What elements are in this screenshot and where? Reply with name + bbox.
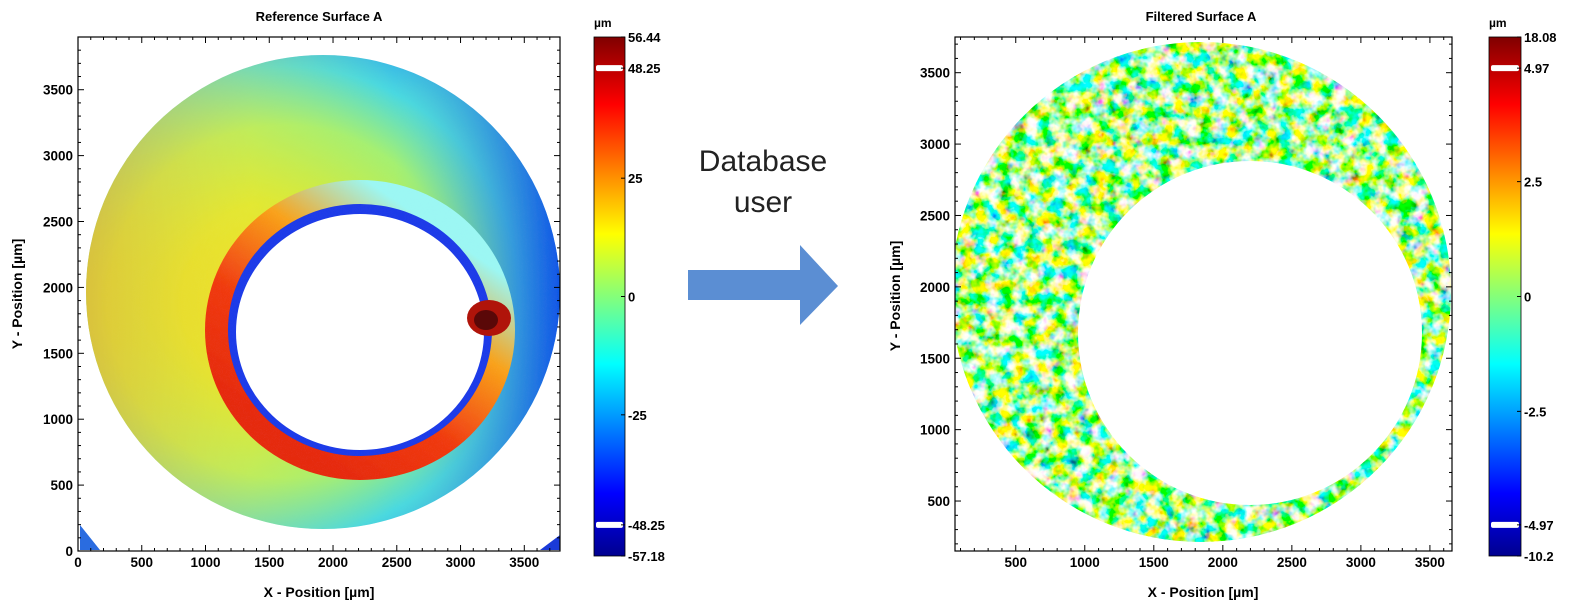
colorbar-tick-label: 48.25 [628, 61, 661, 76]
colorbar: µm 56.44 48.25 25 0 -25 -48.25 -57.18 [593, 16, 665, 564]
arrow-label-line1: Database [699, 145, 827, 178]
colorbar-tick-label: 0 [1524, 290, 1531, 305]
x-tick-label: 0 [74, 555, 82, 570]
plot-frame [954, 36, 1453, 552]
plot-frame [77, 36, 561, 552]
colorbar-tick-label: -25 [628, 408, 647, 423]
transform-arrow: Database user [688, 145, 838, 325]
x-tick-label: 2000 [318, 555, 348, 570]
heatmap-image [78, 37, 560, 551]
y-tick-label: 2500 [920, 208, 950, 223]
colorbar: µm 18.08 4.97 2.5 0 -2.5 -4.97 -10.2 [1488, 16, 1557, 564]
colorbar-gradient [593, 36, 626, 557]
x-tick-label: 500 [130, 555, 153, 570]
y-tick-label: 1500 [920, 351, 950, 366]
y-tick-label: 2500 [43, 215, 73, 230]
chart-title: Filtered Surface A [1146, 9, 1257, 24]
chart-title: Reference Surface A [256, 9, 383, 24]
y-axis-label: Y - Position [µm] [887, 241, 903, 351]
colorbar-tick-label: 25 [628, 171, 642, 186]
axis-ticks: 0 500 1000 1500 2000 2500 3000 3500 0 500 1000 1500… [43, 36, 560, 570]
y-axis-label: Y - Position [µm] [9, 239, 25, 349]
y-tick-label: 2000 [43, 280, 73, 295]
y-tick-label: 3000 [43, 149, 73, 164]
x-tick-label: 1500 [254, 555, 284, 570]
colorbar-clip-mark [1491, 65, 1519, 72]
x-tick-label: 2500 [1277, 555, 1307, 570]
heatmap-image [955, 37, 1452, 551]
colorbar-tick-label: -2.5 [1524, 404, 1546, 419]
colorbar-clip-mark [1491, 521, 1519, 528]
colorbar-tick-label: -57.18 [628, 549, 665, 564]
x-tick-label: 1000 [1070, 555, 1100, 570]
colorbar-gradient [1488, 36, 1522, 557]
axis-ticks: 500 1000 1500 2000 2500 3000 3500 500 1000 1500 20… [920, 37, 1452, 570]
x-axis-label: X - Position [µm] [264, 584, 375, 600]
colorbar-clip-mark [596, 65, 623, 72]
colorbar-tick-label: -4.97 [1524, 518, 1554, 533]
y-tick-label: 1000 [43, 412, 73, 427]
colorbar-unit: µm [594, 16, 612, 30]
colorbar-tick-label: -10.2 [1524, 549, 1554, 564]
colorbar-tick-label: 0 [628, 290, 635, 305]
y-tick-label: 3500 [43, 83, 73, 98]
colorbar-clip-mark [596, 521, 623, 528]
x-tick-label: 1000 [190, 555, 220, 570]
y-tick-label: 3000 [920, 137, 950, 152]
y-tick-label: 1000 [920, 423, 950, 438]
colorbar-tick-label: -48.25 [628, 518, 665, 533]
y-tick-label: 3500 [920, 66, 950, 81]
colorbar-tick-label: 2.5 [1524, 175, 1542, 190]
filtered-surface-panel: Filtered Surface A 500 1000 1500 2000 2500 30… [887, 9, 1557, 600]
x-tick-label: 500 [1004, 555, 1027, 570]
y-tick-label: 2000 [920, 280, 950, 295]
y-tick-label: 500 [50, 478, 73, 493]
arrow-label-line2: user [734, 186, 792, 219]
colorbar-unit: µm [1489, 16, 1507, 30]
x-tick-label: 2000 [1208, 555, 1238, 570]
x-axis-label: X - Position [µm] [1148, 584, 1259, 600]
arrow-right-icon [688, 245, 838, 325]
x-tick-label: 3000 [1346, 555, 1376, 570]
colorbar-tick-label: 4.97 [1524, 61, 1549, 76]
y-tick-label: 500 [927, 494, 950, 509]
x-tick-label: 2500 [382, 555, 412, 570]
x-tick-label: 3000 [446, 555, 476, 570]
colorbar-tick-label: 18.08 [1524, 30, 1557, 45]
x-tick-label: 3500 [1415, 555, 1445, 570]
reference-surface-panel: Reference Surface A 0 500 1000 1500 2000 2500… [9, 9, 665, 600]
y-tick-label: 1500 [43, 346, 73, 361]
colorbar-tick-label: 56.44 [628, 30, 661, 45]
x-tick-label: 3500 [509, 555, 539, 570]
y-tick-label: 0 [65, 544, 73, 559]
x-tick-label: 1500 [1139, 555, 1169, 570]
